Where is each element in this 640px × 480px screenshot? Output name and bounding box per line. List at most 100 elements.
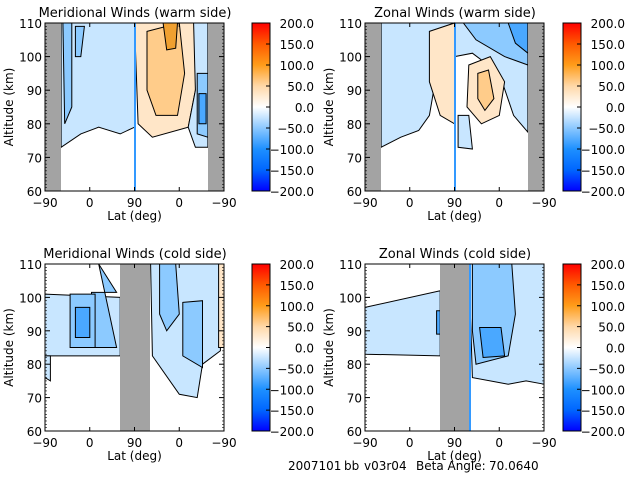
contour-region (477, 69, 495, 112)
colorbar-tick-label: −200.0 (581, 425, 625, 439)
colorbar-tick-label: −150.0 (270, 164, 314, 178)
y-tick-label: 110 (19, 17, 42, 31)
chart-title: Zonal Winds (cold side) (379, 247, 531, 262)
x-tick-label: −90 (211, 436, 236, 450)
chart-title: Meridional Winds (cold side) (43, 247, 226, 262)
y-tick-label: 60 (27, 185, 42, 199)
x-tick-label: −90 (531, 196, 556, 210)
y-tick-label: 60 (347, 425, 362, 439)
colorbar: 200.0 150.0 100.0 50.0 0.0 −50.0 −100.0 −150.0 −… (251, 258, 314, 439)
chart-title: Meridional Winds (warm side) (39, 6, 232, 21)
y-tick-label: 100 (339, 291, 362, 305)
y-axis-label: Altitude (km) (322, 68, 336, 147)
colorbar-tick-label: 100.0 (591, 300, 625, 314)
x-tick-label: 0 (406, 436, 414, 450)
colorbar-tick-label: 200.0 (280, 17, 314, 31)
colorbar-tick-label: 150.0 (280, 38, 314, 52)
no-data-band (440, 264, 470, 431)
x-tick-label: 90 (127, 196, 142, 210)
y-tick-label: 100 (339, 51, 362, 65)
colorbar-tick-label: −150.0 (581, 404, 625, 418)
y-axis-label: Altitude (km) (2, 308, 16, 387)
colorbar-tick-label: 150.0 (591, 279, 625, 293)
y-tick-label: 70 (27, 392, 42, 406)
contour-region (62, 22, 73, 124)
contour-region (198, 93, 207, 125)
colorbar-tick-label: 150.0 (591, 38, 625, 52)
x-tick-label: −90 (352, 436, 377, 450)
contour-region (91, 263, 118, 348)
x-tick-label: 0 (495, 436, 503, 450)
colorbar-tick-label: −100.0 (581, 143, 625, 157)
colorbar-tick-label: 0.0 (295, 101, 314, 115)
x-tick-label: −90 (32, 436, 57, 450)
y-axis-label: Altitude (km) (322, 308, 336, 387)
colorbar-tick-label: 200.0 (591, 258, 625, 272)
contour-regions (364, 263, 545, 385)
colorbar-tick-label: 50.0 (598, 80, 625, 94)
x-tick-label: −90 (531, 436, 556, 450)
colorbar-tick-label: −50.0 (277, 122, 314, 136)
colorbar-tick-label: −50.0 (277, 362, 314, 376)
x-tick-label: −90 (32, 196, 57, 210)
y-tick-label: 90 (347, 325, 362, 339)
no-data-band (208, 23, 224, 191)
y-tick-label: 80 (27, 118, 42, 132)
x-axis-label: Lat (deg) (427, 209, 482, 223)
x-tick-label: 90 (127, 436, 142, 450)
chart-panel-3: Meridional Winds (cold side) 60 70 80 90 100 1… (2, 247, 314, 463)
colorbar: 200.0 150.0 100.0 50.0 0.0 −50.0 −100.0 −150.0 −… (562, 17, 625, 199)
y-tick-label: 100 (19, 291, 42, 305)
x-tick-label: −90 (352, 196, 377, 210)
contour-region (74, 306, 91, 338)
y-tick-label: 90 (27, 325, 42, 339)
x-tick-label: 0 (175, 436, 183, 450)
y-axis-label: Altitude (km) (2, 68, 16, 147)
x-axis-label: Lat (deg) (427, 449, 482, 463)
no-data-band (528, 23, 544, 191)
colorbar-tick-label: −200.0 (581, 185, 625, 199)
y-tick-label: 60 (347, 185, 362, 199)
y-tick-label: 70 (27, 151, 42, 165)
colorbar-tick-label: −50.0 (588, 122, 625, 136)
chart-panel-1: Meridional Winds (warm side) 60 70 80 90 100 1… (2, 6, 314, 223)
colorbar-tick-label: 150.0 (280, 279, 314, 293)
colorbar-tick-label: −150.0 (270, 404, 314, 418)
y-tick-label: 110 (19, 258, 42, 272)
colorbar-tick-label: −200.0 (270, 425, 314, 439)
colorbar: 200.0 150.0 100.0 50.0 0.0 −50.0 −100.0 −150.0 −… (562, 258, 625, 439)
x-tick-label: 90 (447, 196, 462, 210)
x-axis-label: Lat (deg) (107, 209, 162, 223)
colorbar-tick-label: −100.0 (270, 383, 314, 397)
x-tick-label: 0 (86, 436, 94, 450)
colorbar-tick-label: 100.0 (591, 59, 625, 73)
footer: 2007101 bb v03r04 Beta Angle: 70.0640 (288, 459, 539, 473)
contour-region (44, 355, 51, 382)
colorbar-tick-label: 200.0 (591, 17, 625, 31)
x-tick-label: 0 (406, 196, 414, 210)
no-data-band (365, 23, 381, 191)
contour-region (218, 263, 225, 348)
colorbar-tick-label: 200.0 (280, 258, 314, 272)
x-axis-label: Lat (deg) (107, 449, 162, 463)
contour-region (182, 300, 203, 369)
colorbar-tick-label: 0.0 (295, 342, 314, 356)
y-tick-label: 90 (347, 84, 362, 98)
colorbar-tick-label: −200.0 (270, 185, 314, 199)
y-tick-label: 110 (339, 17, 362, 31)
x-tick-label: 0 (175, 196, 183, 210)
y-tick-label: 60 (27, 425, 42, 439)
chart-panel-2: Zonal Winds (warm side) 60 70 80 90 100 110 −90… (322, 6, 625, 223)
colorbar: 200.0 150.0 100.0 50.0 0.0 −50.0 −100.0 −150.0 −… (251, 17, 314, 199)
contour-region (74, 25, 85, 58)
colorbar-tick-label: 100.0 (280, 300, 314, 314)
colorbar-tick-label: 100.0 (280, 59, 314, 73)
y-tick-label: 80 (347, 118, 362, 132)
colorbar-tick-label: 50.0 (598, 321, 625, 335)
contour-region (436, 310, 441, 335)
colorbar-tick-label: 50.0 (287, 321, 314, 335)
x-tick-label: −90 (211, 196, 236, 210)
x-tick-label: 90 (447, 436, 462, 450)
y-tick-label: 80 (27, 358, 42, 372)
